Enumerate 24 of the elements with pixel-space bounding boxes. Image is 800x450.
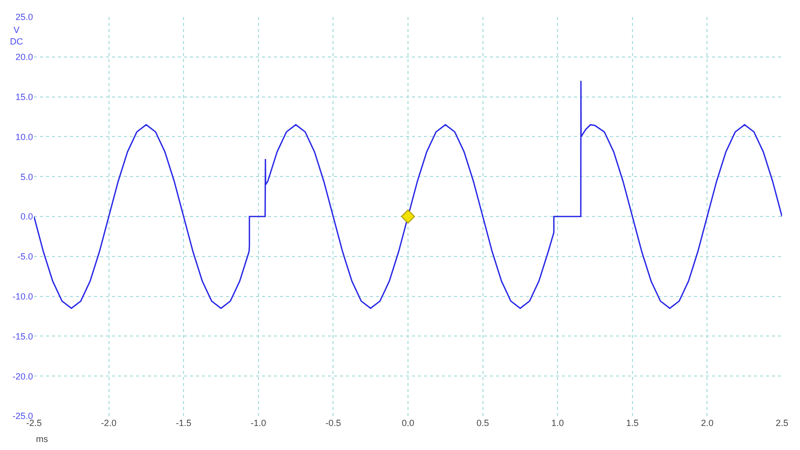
y-tick-label: 25.0 (15, 12, 33, 22)
line-series (34, 80, 782, 309)
y-tick-label: 20.0 (15, 52, 33, 62)
y-tick-label: -20.0 (12, 371, 33, 382)
y-tick-label: 15.0 (15, 92, 33, 102)
y-tick-label: -5.0 (17, 252, 33, 262)
y-tick-label: -15.0 (12, 331, 33, 342)
y-tick-label: 0.0 (20, 212, 33, 222)
x-tick-label: -1.5 (176, 418, 192, 428)
y-tick-label: -10.0 (12, 291, 33, 302)
x-tick-label: 2.0 (700, 418, 714, 428)
y-tick-label: 10.0 (15, 132, 33, 142)
x-tick-label: 0.5 (476, 418, 490, 428)
x-tick-label: 1.5 (626, 418, 639, 428)
x-tick-label: -0.5 (325, 418, 341, 428)
x-tick-label: -2.5 (26, 418, 42, 428)
x-tick-label: 1.0 (551, 418, 564, 428)
x-tick-label: -1.0 (250, 418, 266, 428)
x-tick-label: -2.0 (101, 418, 117, 428)
x-tick-label: 0.0 (402, 418, 414, 428)
x-tick-label: 2.5 (776, 418, 788, 428)
y-axis-title: V DC (10, 25, 24, 47)
y-tick-label: 5.0 (20, 172, 33, 182)
x-axis-title: ms (36, 434, 48, 444)
